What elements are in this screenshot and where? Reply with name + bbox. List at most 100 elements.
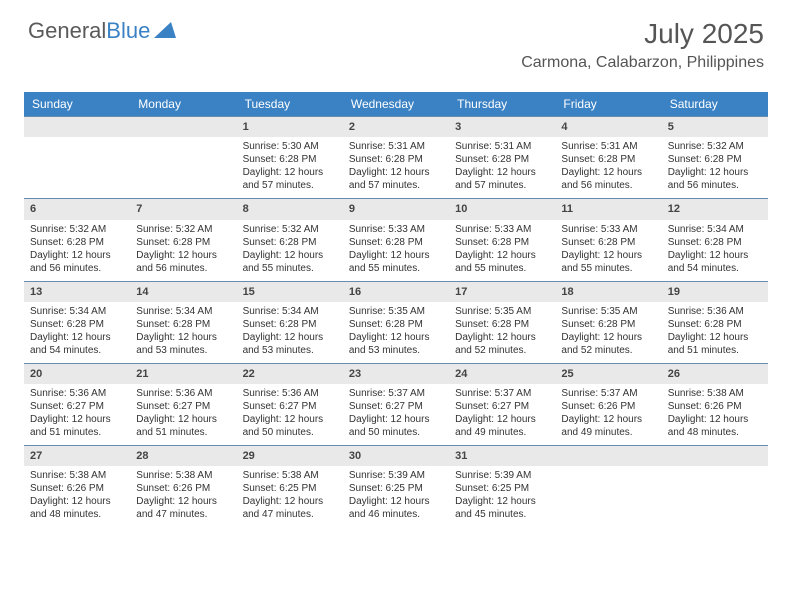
- day-number: 8: [237, 198, 343, 219]
- day-cell: 31Sunrise: 5:39 AMSunset: 6:25 PMDayligh…: [449, 445, 555, 527]
- day-number: 13: [24, 281, 130, 302]
- daylight-text-1: Daylight: 12 hours: [243, 495, 337, 508]
- day-cell: 19Sunrise: 5:36 AMSunset: 6:28 PMDayligh…: [662, 281, 768, 363]
- sunrise-text: Sunrise: 5:35 AM: [349, 305, 443, 318]
- day-body: Sunrise: 5:34 AMSunset: 6:28 PMDaylight:…: [662, 220, 768, 281]
- day-body: Sunrise: 5:33 AMSunset: 6:28 PMDaylight:…: [343, 220, 449, 281]
- logo-triangle-icon: [154, 18, 176, 44]
- sunrise-text: Sunrise: 5:37 AM: [455, 387, 549, 400]
- daylight-text-1: Daylight: 12 hours: [136, 331, 230, 344]
- daylight-text-1: Daylight: 12 hours: [349, 413, 443, 426]
- day-body: Sunrise: 5:35 AMSunset: 6:28 PMDaylight:…: [343, 302, 449, 363]
- daylight-text-1: Daylight: 12 hours: [561, 331, 655, 344]
- daylight-text-1: Daylight: 12 hours: [136, 249, 230, 262]
- daylight-text-2: and 50 minutes.: [349, 426, 443, 439]
- day-body: Sunrise: 5:39 AMSunset: 6:25 PMDaylight:…: [449, 466, 555, 527]
- sunset-text: Sunset: 6:28 PM: [561, 236, 655, 249]
- day-cell: 13Sunrise: 5:34 AMSunset: 6:28 PMDayligh…: [24, 281, 130, 363]
- week-row: 1Sunrise: 5:30 AMSunset: 6:28 PMDaylight…: [24, 116, 768, 198]
- daylight-text-2: and 51 minutes.: [30, 426, 124, 439]
- day-cell: 1Sunrise: 5:30 AMSunset: 6:28 PMDaylight…: [237, 116, 343, 198]
- daylight-text-2: and 54 minutes.: [30, 344, 124, 357]
- daylight-text-2: and 48 minutes.: [668, 426, 762, 439]
- sunset-text: Sunset: 6:28 PM: [668, 236, 762, 249]
- sunrise-text: Sunrise: 5:38 AM: [30, 469, 124, 482]
- day-number: 7: [130, 198, 236, 219]
- day-number: 24: [449, 363, 555, 384]
- daylight-text-1: Daylight: 12 hours: [243, 249, 337, 262]
- sunset-text: Sunset: 6:28 PM: [455, 153, 549, 166]
- day-number: 20: [24, 363, 130, 384]
- sunrise-text: Sunrise: 5:34 AM: [668, 223, 762, 236]
- day-cell: 7Sunrise: 5:32 AMSunset: 6:28 PMDaylight…: [130, 198, 236, 280]
- daylight-text-1: Daylight: 12 hours: [455, 495, 549, 508]
- daylight-text-1: Daylight: 12 hours: [349, 495, 443, 508]
- day-body: Sunrise: 5:38 AMSunset: 6:26 PMDaylight:…: [24, 466, 130, 527]
- day-number: 2: [343, 116, 449, 137]
- day-cell: 16Sunrise: 5:35 AMSunset: 6:28 PMDayligh…: [343, 281, 449, 363]
- sunset-text: Sunset: 6:28 PM: [561, 318, 655, 331]
- day-body: Sunrise: 5:33 AMSunset: 6:28 PMDaylight:…: [449, 220, 555, 281]
- day-cell: 6Sunrise: 5:32 AMSunset: 6:28 PMDaylight…: [24, 198, 130, 280]
- sunset-text: Sunset: 6:25 PM: [349, 482, 443, 495]
- day-cell: 8Sunrise: 5:32 AMSunset: 6:28 PMDaylight…: [237, 198, 343, 280]
- day-number: 21: [130, 363, 236, 384]
- sunrise-text: Sunrise: 5:35 AM: [455, 305, 549, 318]
- daylight-text-1: Daylight: 12 hours: [349, 166, 443, 179]
- daylight-text-1: Daylight: 12 hours: [668, 166, 762, 179]
- sunset-text: Sunset: 6:26 PM: [561, 400, 655, 413]
- sunrise-text: Sunrise: 5:37 AM: [561, 387, 655, 400]
- logo-text-blue: Blue: [106, 18, 150, 44]
- sunrise-text: Sunrise: 5:30 AM: [243, 140, 337, 153]
- sunrise-text: Sunrise: 5:33 AM: [349, 223, 443, 236]
- day-body: Sunrise: 5:38 AMSunset: 6:25 PMDaylight:…: [237, 466, 343, 527]
- day-cell: 24Sunrise: 5:37 AMSunset: 6:27 PMDayligh…: [449, 363, 555, 445]
- day-cell: 25Sunrise: 5:37 AMSunset: 6:26 PMDayligh…: [555, 363, 661, 445]
- day-number: 5: [662, 116, 768, 137]
- daylight-text-2: and 56 minutes.: [30, 262, 124, 275]
- day-cell: 5Sunrise: 5:32 AMSunset: 6:28 PMDaylight…: [662, 116, 768, 198]
- day-cell: 3Sunrise: 5:31 AMSunset: 6:28 PMDaylight…: [449, 116, 555, 198]
- day-cell: 21Sunrise: 5:36 AMSunset: 6:27 PMDayligh…: [130, 363, 236, 445]
- daylight-text-2: and 50 minutes.: [243, 426, 337, 439]
- daylight-text-1: Daylight: 12 hours: [243, 413, 337, 426]
- dayname-saturday: Saturday: [662, 92, 768, 116]
- daylight-text-1: Daylight: 12 hours: [668, 249, 762, 262]
- day-number: 30: [343, 445, 449, 466]
- day-number: [555, 445, 661, 466]
- day-body: Sunrise: 5:37 AMSunset: 6:26 PMDaylight:…: [555, 384, 661, 445]
- daylight-text-2: and 56 minutes.: [668, 179, 762, 192]
- day-body: Sunrise: 5:36 AMSunset: 6:27 PMDaylight:…: [237, 384, 343, 445]
- sunrise-text: Sunrise: 5:32 AM: [243, 223, 337, 236]
- sunrise-text: Sunrise: 5:39 AM: [455, 469, 549, 482]
- sunrise-text: Sunrise: 5:36 AM: [136, 387, 230, 400]
- day-body: Sunrise: 5:38 AMSunset: 6:26 PMDaylight:…: [130, 466, 236, 527]
- daylight-text-1: Daylight: 12 hours: [243, 166, 337, 179]
- sunset-text: Sunset: 6:28 PM: [136, 236, 230, 249]
- daylight-text-2: and 48 minutes.: [30, 508, 124, 521]
- dayname-thursday: Thursday: [449, 92, 555, 116]
- day-body: Sunrise: 5:34 AMSunset: 6:28 PMDaylight:…: [130, 302, 236, 363]
- sunrise-text: Sunrise: 5:34 AM: [30, 305, 124, 318]
- day-cell: 30Sunrise: 5:39 AMSunset: 6:25 PMDayligh…: [343, 445, 449, 527]
- logo: GeneralBlue: [28, 18, 176, 44]
- sunrise-text: Sunrise: 5:38 AM: [136, 469, 230, 482]
- day-body: Sunrise: 5:37 AMSunset: 6:27 PMDaylight:…: [449, 384, 555, 445]
- day-body: Sunrise: 5:32 AMSunset: 6:28 PMDaylight:…: [662, 137, 768, 198]
- day-cell: 28Sunrise: 5:38 AMSunset: 6:26 PMDayligh…: [130, 445, 236, 527]
- daylight-text-1: Daylight: 12 hours: [30, 413, 124, 426]
- sunset-text: Sunset: 6:27 PM: [455, 400, 549, 413]
- sunset-text: Sunset: 6:25 PM: [455, 482, 549, 495]
- day-number: 16: [343, 281, 449, 302]
- day-cell: 4Sunrise: 5:31 AMSunset: 6:28 PMDaylight…: [555, 116, 661, 198]
- sunset-text: Sunset: 6:28 PM: [30, 318, 124, 331]
- day-body: Sunrise: 5:35 AMSunset: 6:28 PMDaylight:…: [555, 302, 661, 363]
- daylight-text-2: and 51 minutes.: [136, 426, 230, 439]
- sunset-text: Sunset: 6:25 PM: [243, 482, 337, 495]
- sunset-text: Sunset: 6:28 PM: [243, 153, 337, 166]
- day-number: [130, 116, 236, 137]
- week-row: 13Sunrise: 5:34 AMSunset: 6:28 PMDayligh…: [24, 281, 768, 363]
- daylight-text-2: and 55 minutes.: [561, 262, 655, 275]
- day-cell: 10Sunrise: 5:33 AMSunset: 6:28 PMDayligh…: [449, 198, 555, 280]
- day-body: Sunrise: 5:32 AMSunset: 6:28 PMDaylight:…: [24, 220, 130, 281]
